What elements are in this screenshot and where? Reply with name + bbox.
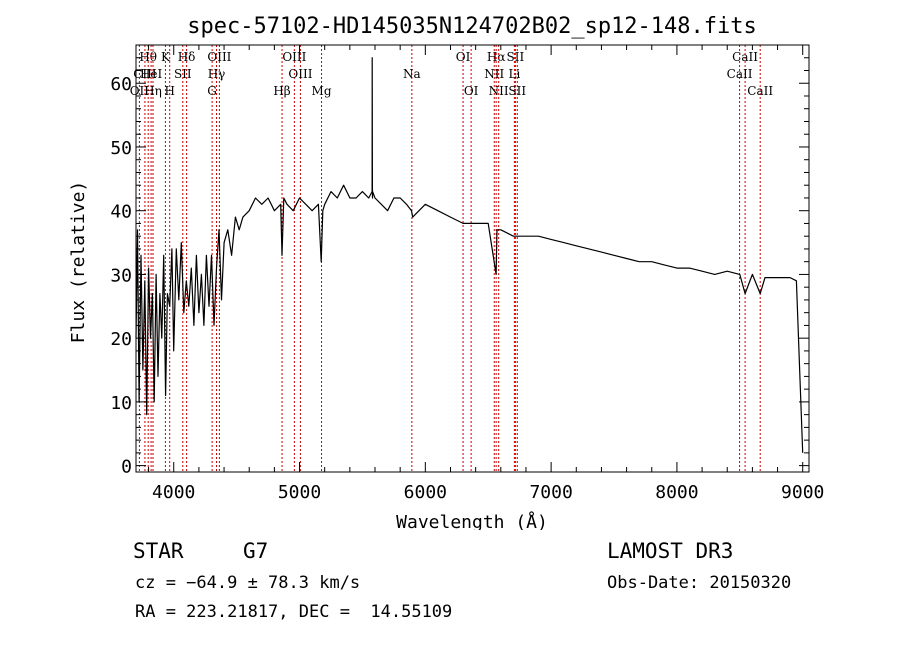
marker-label: CaII: [732, 50, 758, 64]
marker-label: OIII: [207, 50, 231, 64]
marker-label: Li: [508, 67, 520, 81]
marker-label: Mg: [312, 84, 332, 98]
coordinates: RA = 223.21817, DEC = 14.55109: [135, 602, 453, 622]
marker-label: Hθ: [139, 50, 157, 64]
marker-label: CaII: [727, 67, 753, 81]
marker-label: OI: [464, 84, 479, 98]
marker-label: Na: [403, 67, 421, 81]
y-tick-label: 60: [110, 74, 132, 95]
marker-label: HeI: [140, 67, 163, 81]
x-tick-label: 9000: [781, 482, 824, 503]
x-tick-label: 8000: [655, 482, 698, 503]
marker-label: Hη: [144, 84, 162, 98]
y-tick-label: 20: [110, 329, 132, 350]
x-tick-label: 6000: [404, 482, 447, 503]
x-tick-label: 4000: [152, 482, 195, 503]
spectrum-data: [135, 57, 804, 453]
spectrum-plot: spec-57102-HD145035N124702B02_sp12-148.f…: [68, 14, 824, 530]
survey-name: LAMOST DR3: [607, 539, 734, 563]
marker-label: NII: [484, 67, 504, 81]
x-axis-label: Wavelength (Å): [396, 511, 548, 530]
marker-label: K: [161, 50, 171, 64]
marker-label: Hα: [487, 50, 506, 64]
x-tick-label: 5000: [278, 482, 321, 503]
object-class: STAR: [133, 539, 184, 563]
marker-label: SII: [507, 50, 525, 64]
marker-label: OIII: [282, 50, 306, 64]
marker-label: NII: [489, 84, 509, 98]
y-tick-label: 10: [110, 393, 132, 414]
marker-label: G: [207, 84, 217, 98]
series-line-flux: [135, 57, 804, 453]
marker-label: OIII: [288, 67, 312, 81]
marker-label: SII: [508, 84, 526, 98]
marker-label: Hβ: [273, 84, 290, 98]
marker-label: OI: [456, 50, 471, 64]
chart-title: spec-57102-HD145035N124702B02_sp12-148.f…: [187, 14, 757, 39]
object-subclass: G7: [243, 539, 269, 563]
marker-label: H: [164, 84, 174, 98]
y-tick-label: 50: [110, 138, 132, 159]
marker-label: SII: [174, 67, 192, 81]
y-axis-label: Flux (relative): [68, 181, 89, 344]
marker-label: Hγ: [208, 67, 226, 81]
redshift-value: cz = −64.9 ± 78.3 km/s: [135, 573, 361, 593]
axes: 4000 5000 6000 7000 8000 9000 0 10 20 30 40 50 60: [110, 45, 824, 503]
y-tick-label: 40: [110, 202, 132, 223]
x-tick-label: 7000: [529, 482, 572, 503]
marker-label: Hδ: [178, 50, 196, 64]
y-tick-label: 0: [121, 457, 132, 478]
marker-label: OII: [130, 84, 150, 98]
observation-date: Obs-Date: 20150320: [607, 573, 792, 593]
marker-label: CaII: [747, 84, 773, 98]
y-tick-label: 30: [110, 265, 132, 286]
plot-frame: [135, 44, 810, 473]
